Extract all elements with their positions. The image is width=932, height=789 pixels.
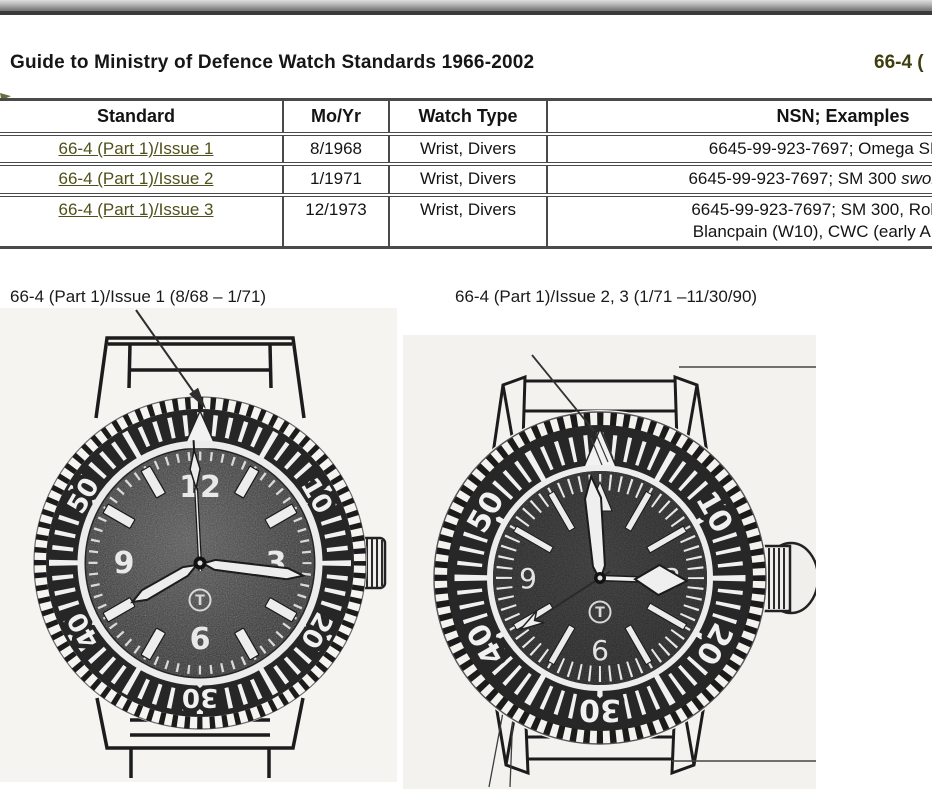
table-row: 66-4 (Part 1)/Issue 2 1/1971 Wrist, Dive…	[0, 164, 932, 197]
column-header-nsn: NSN; Examples	[546, 98, 932, 136]
nsn-text-line2: Blancpain (W10), CWC (early Auto Dive	[692, 222, 932, 242]
watch-type-cell: Wrist, Divers	[388, 164, 548, 197]
standard-cell: 66-4 (Part 1)/Issue 1	[0, 134, 284, 167]
chapter-ring	[77, 440, 323, 686]
dial-numeral-6: 6	[190, 622, 211, 657]
figure-caption-left: 66-4 (Part 1)/Issue 1 (8/68 – 1/71)	[10, 287, 267, 306]
figure-caption-right: 66-4 (Part 1)/Issue 2, 3 (1/71 –11/30/90…	[455, 287, 758, 306]
standard-cell: 66-4 (Part 1)/Issue 3	[0, 194, 284, 249]
standard-link-issue2[interactable]: 66-4 (Part 1)/Issue 2	[58, 169, 214, 189]
bezel-numeral-30: 30	[182, 682, 218, 712]
hour-markers	[102, 465, 298, 661]
bezel-numeral-30: 30	[579, 692, 621, 727]
table-row: 66-4 (Part 1)/Issue 3 12/1973 Wrist, Div…	[0, 194, 932, 249]
standard-cell: 66-4 (Part 1)/Issue 2	[0, 164, 284, 197]
nsn-cell: 6645-99-923-7697; Omega SM 300	[546, 134, 932, 167]
dial-numeral-9: 9	[519, 562, 537, 595]
tritium-marking: T	[588, 600, 612, 624]
moyr-cell: 8/1968	[282, 134, 390, 167]
watch-figure-issue1: 10 20 30 40 50 12 3 6 9 T	[0, 308, 397, 782]
center-cap-dot	[597, 575, 603, 581]
watch-type-cell: Wrist, Divers	[388, 194, 548, 249]
dial-numeral-9: 9	[114, 546, 135, 581]
top-lugs-strap	[94, 336, 306, 419]
chapter-ring	[487, 465, 713, 691]
page-title: Guide to Ministry of Defence Watch Stand…	[10, 52, 535, 73]
case-edge	[433, 411, 767, 745]
standards-table: Standard Mo/Yr Watch Type NSN; Examples …	[0, 98, 932, 249]
callout-arrow-bezel-triangle	[135, 309, 206, 409]
watch-figure-issue2-3: 10 20 30 40 50 9 3 6 T	[403, 335, 816, 789]
nsn-text: 6645-99-923-7697; SM 300, Rolex Mil S	[691, 199, 932, 219]
moyr-cell: 12/1973	[282, 194, 390, 249]
nsn-cell: 6645-99-923-7697; SM 300, Rolex Mil S Bla…	[546, 194, 932, 249]
nsn-cell: 6645-99-923-7697; SM 300 sword hands	[546, 164, 932, 197]
dial-minute-track	[88, 451, 312, 675]
moyr-cell: 1/1971	[282, 164, 390, 197]
standard-link-issue1[interactable]: 66-4 (Part 1)/Issue 1	[58, 139, 214, 158]
tritium-t: T	[195, 593, 205, 609]
table-header-row: Standard Mo/Yr Watch Type NSN; Examples	[0, 98, 932, 136]
tritium-marking: T	[188, 588, 212, 612]
table-row: 66-4 (Part 1)/Issue 1 8/1968 Wrist, Dive…	[0, 134, 932, 167]
callout-line-bezel-triangle	[531, 354, 595, 432]
window-chrome-bar	[0, 0, 932, 15]
dial-numeral-12: 12	[179, 470, 221, 505]
scan-artifact	[0, 93, 11, 100]
tritium-t: T	[595, 605, 605, 621]
column-header-watch-type: Watch Type	[388, 98, 548, 136]
dial-numeral-6: 6	[591, 634, 609, 667]
watch-type-cell: Wrist, Divers	[388, 134, 548, 167]
nsn-text: 6645-99-923-7697; SM 300	[688, 169, 902, 189]
nsn-italic-text: sword hands	[901, 169, 932, 189]
nsn-text: 6645-99-923-7697; Omega SM 300	[708, 139, 932, 158]
bezel-teeth	[434, 412, 766, 744]
column-header-moyr: Mo/Yr	[282, 98, 390, 136]
standard-link-issue3[interactable]: 66-4 (Part 1)/Issue 3	[58, 199, 214, 219]
callout-lines-bottom-left	[488, 706, 514, 788]
section-reference: 66-4 (	[874, 52, 924, 73]
center-cap-dot	[197, 560, 203, 566]
column-header-standard: Standard	[0, 98, 284, 136]
